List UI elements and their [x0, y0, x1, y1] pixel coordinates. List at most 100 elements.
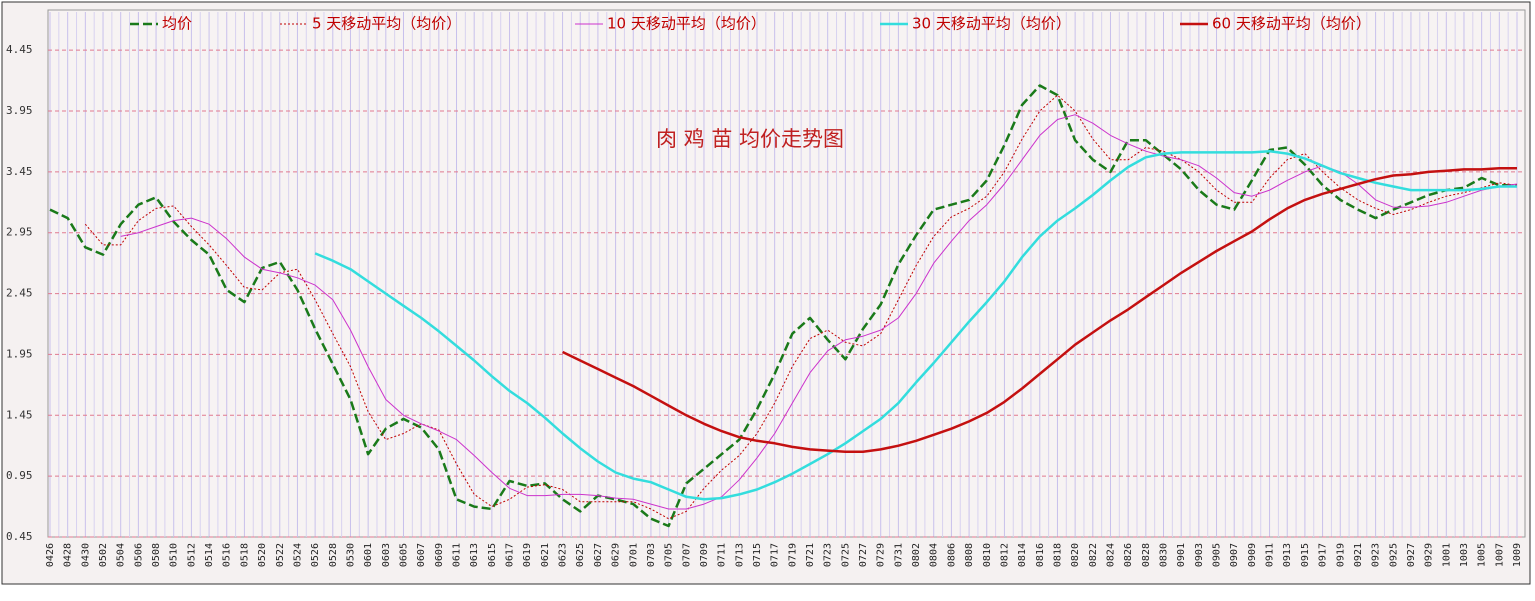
lines — [49, 84, 1518, 528]
x-tick-label: 0731 — [893, 543, 904, 567]
x-tick-label: 0905 — [1212, 543, 1223, 567]
x-tick-label: 0607 — [416, 543, 427, 567]
x-tick-label: 0623 — [558, 543, 569, 567]
x-tick-label: 0705 — [664, 543, 675, 567]
x-tick-label: 1007 — [1494, 543, 1505, 567]
x-tick-label: 0603 — [381, 543, 392, 567]
series-line — [120, 114, 1518, 510]
x-tick-label: 0619 — [522, 543, 533, 567]
x-tick-label: 0919 — [1335, 543, 1346, 567]
x-tick-label: 0921 — [1353, 543, 1364, 567]
x-tick-label: 0516 — [222, 543, 233, 567]
x-tick-label: 1001 — [1441, 543, 1452, 567]
x-tick-label: 0711 — [717, 543, 728, 567]
x-tick-label: 0524 — [292, 543, 303, 567]
x-tick-label: 0601 — [363, 543, 374, 567]
x-tick-label: 0528 — [328, 543, 339, 567]
x-tick-label: 0617 — [505, 543, 516, 567]
x-tick-label: 1005 — [1477, 543, 1488, 567]
x-tick-label: 0609 — [434, 543, 445, 567]
x-tick-label: 0502 — [98, 543, 109, 567]
series-line — [84, 94, 1518, 520]
x-tick-label: 0927 — [1406, 543, 1417, 567]
x-tick-label: 0911 — [1265, 543, 1276, 567]
x-tick-label: 0822 — [1088, 543, 1099, 567]
x-tick-label: 0830 — [1159, 543, 1170, 567]
legend-label: 均价 — [162, 15, 192, 33]
x-tick-label: 0709 — [699, 543, 710, 567]
x-tick-label: 0816 — [1035, 543, 1046, 567]
x-tick-label: 0621 — [540, 543, 551, 567]
x-tick-label: 0526 — [310, 543, 321, 567]
x-tick-label: 0915 — [1300, 543, 1311, 567]
x-tick-label: 0917 — [1318, 543, 1329, 567]
x-tick-label: 0909 — [1247, 543, 1258, 567]
y-tick-label: 3.95 — [6, 104, 33, 117]
x-tick-label: 0812 — [999, 543, 1010, 567]
y-tick-label: 0.45 — [6, 530, 33, 543]
legend-label: 10 天移动平均（均价） — [607, 15, 766, 33]
x-tick-label: 0707 — [681, 543, 692, 567]
x-tick-label: 0729 — [876, 543, 887, 567]
plot-area — [47, 9, 1526, 538]
x-tick-label: 0715 — [752, 543, 763, 567]
x-tick-label: 1009 — [1512, 543, 1523, 567]
x-tick-label: 0426 — [45, 543, 56, 567]
x-tick-label: 0929 — [1424, 543, 1435, 567]
x-tick-label: 0804 — [929, 543, 940, 567]
y-tick-label: 0.95 — [6, 469, 33, 482]
x-tick-label: 0925 — [1388, 543, 1399, 567]
x-tick-label: 0814 — [1017, 543, 1028, 567]
x-tick-label: 0808 — [964, 543, 975, 567]
x-tick-label: 0520 — [257, 543, 268, 567]
x-tick-label: 0530 — [345, 543, 356, 567]
x-tick-label: 0428 — [63, 543, 74, 567]
x-tick-label: 0506 — [133, 543, 144, 567]
x-tick-label: 0605 — [398, 543, 409, 567]
x-tick-label: 0701 — [628, 543, 639, 567]
y-tick-label: 2.95 — [6, 226, 33, 239]
x-tick-label: 0907 — [1229, 543, 1240, 567]
x-tick-label: 0514 — [204, 543, 215, 567]
x-tick-label: 0703 — [646, 543, 657, 567]
y-tick-label: 3.45 — [6, 165, 33, 178]
x-tick-label: 0828 — [1141, 543, 1152, 567]
x-tick-label: 0508 — [151, 543, 162, 567]
y-tick-label: 1.95 — [6, 347, 33, 360]
legend-label: 30 天移动平均（均价） — [912, 15, 1071, 33]
series-line — [562, 166, 1517, 454]
x-tick-label: 0719 — [787, 543, 798, 567]
series-line — [314, 149, 1517, 501]
x-tick-label: 0611 — [452, 543, 463, 567]
x-tick-label: 0820 — [1070, 543, 1081, 567]
x-tick-label: 0713 — [734, 543, 745, 567]
x-tick-label: 1003 — [1459, 543, 1470, 567]
series-line — [49, 84, 1517, 528]
x-tick-label: 0512 — [186, 543, 197, 567]
x-tick-label: 0806 — [946, 543, 957, 567]
x-tick-label: 0923 — [1371, 543, 1382, 567]
x-tick-label: 0430 — [80, 543, 91, 567]
x-tick-label: 0629 — [611, 543, 622, 567]
x-tick-label: 0802 — [911, 543, 922, 567]
y-tick-label: 1.45 — [6, 408, 33, 421]
x-tick-label: 0810 — [982, 543, 993, 567]
chart-title: 肉 鸡 苗 均价走势图 — [656, 127, 844, 151]
x-tick-label: 0913 — [1282, 543, 1293, 567]
x-tick-label: 0522 — [275, 543, 286, 567]
x-tick-label: 0504 — [116, 543, 127, 567]
x-tick-label: 0721 — [805, 543, 816, 567]
x-tick-label: 0627 — [593, 543, 604, 567]
x-tick-label: 0826 — [1123, 543, 1134, 567]
x-tick-label: 0901 — [1176, 543, 1187, 567]
x-tick-label: 0615 — [487, 543, 498, 567]
x-tick-label: 0824 — [1105, 543, 1116, 567]
x-tick-label: 0625 — [575, 543, 586, 567]
x-tick-label: 0613 — [469, 543, 480, 567]
legend-label: 60 天移动平均（均价） — [1212, 15, 1371, 33]
legend-label: 5 天移动平均（均价） — [312, 15, 461, 33]
y-tick-label: 2.45 — [6, 287, 33, 300]
x-tick-label: 0903 — [1194, 543, 1205, 567]
x-tick-label: 0518 — [239, 543, 250, 567]
